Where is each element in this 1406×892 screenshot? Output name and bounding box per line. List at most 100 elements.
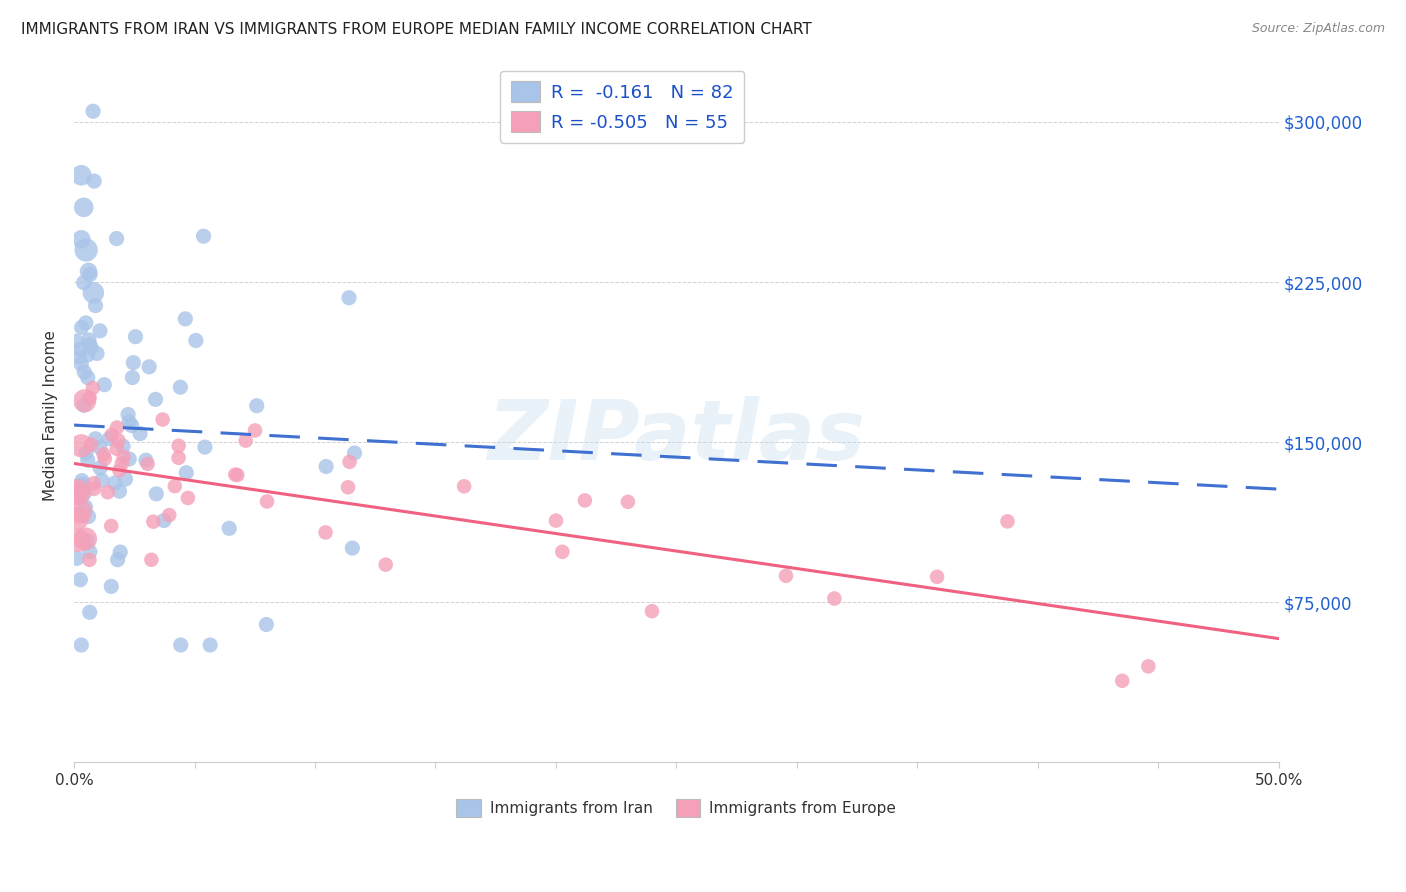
Point — [93, 447, 115, 461]
Point — [69, 505, 91, 519]
Point — [73, 200, 96, 214]
Point — [84, 432, 107, 446]
Point — [66, 551, 89, 566]
Point — [70, 638, 93, 652]
Point — [551, 545, 574, 559]
Point — [194, 440, 217, 454]
Point — [246, 399, 269, 413]
Point — [76, 348, 98, 362]
Point — [997, 514, 1019, 528]
Point — [184, 334, 207, 348]
Point — [70, 232, 93, 246]
Point — [70, 320, 93, 334]
Point — [114, 472, 136, 486]
Point — [67, 487, 90, 501]
Point — [75, 446, 97, 460]
Point — [153, 514, 176, 528]
Point — [83, 174, 105, 188]
Point — [77, 333, 100, 347]
Point — [66, 511, 89, 525]
Point — [82, 104, 104, 119]
Point — [76, 453, 98, 467]
Point — [641, 604, 664, 618]
Point — [157, 508, 180, 522]
Point — [256, 494, 278, 508]
Point — [1111, 673, 1133, 688]
Point — [104, 475, 127, 490]
Point — [73, 365, 96, 379]
Point — [122, 356, 145, 370]
Point — [75, 500, 97, 514]
Point — [129, 426, 152, 441]
Point — [75, 532, 97, 546]
Point — [121, 370, 143, 384]
Point — [111, 457, 134, 471]
Point — [105, 442, 128, 456]
Point — [75, 316, 97, 330]
Point — [75, 243, 97, 257]
Point — [167, 439, 190, 453]
Point — [79, 605, 101, 619]
Point — [89, 461, 111, 475]
Point — [574, 493, 596, 508]
Point — [70, 168, 93, 182]
Point — [1137, 659, 1160, 673]
Point — [343, 446, 366, 460]
Point — [315, 459, 337, 474]
Point — [315, 525, 337, 540]
Point — [82, 381, 104, 395]
Point — [145, 487, 167, 501]
Point — [73, 398, 96, 412]
Point — [152, 412, 174, 426]
Point — [170, 638, 193, 652]
Point — [108, 463, 131, 477]
Point — [142, 515, 165, 529]
Point — [177, 491, 200, 505]
Point — [83, 482, 105, 496]
Point — [90, 473, 112, 487]
Point — [108, 484, 131, 499]
Point — [138, 359, 160, 374]
Point — [169, 380, 191, 394]
Text: IMMIGRANTS FROM IRAN VS IMMIGRANTS FROM EUROPE MEDIAN FAMILY INCOME CORRELATION : IMMIGRANTS FROM IRAN VS IMMIGRANTS FROM … — [21, 22, 811, 37]
Point — [254, 617, 277, 632]
Point — [69, 573, 91, 587]
Point — [235, 434, 257, 448]
Point — [136, 457, 159, 471]
Point — [118, 415, 141, 429]
Point — [453, 479, 475, 493]
Point — [80, 341, 103, 355]
Point — [82, 285, 104, 300]
Point — [89, 324, 111, 338]
Point — [70, 474, 93, 488]
Point — [80, 438, 103, 452]
Point — [544, 514, 567, 528]
Point — [823, 591, 845, 606]
Point — [218, 521, 240, 535]
Point — [97, 485, 120, 500]
Point — [121, 418, 143, 433]
Point — [86, 346, 108, 360]
Point — [174, 466, 197, 480]
Point — [167, 450, 190, 465]
Text: ZIPatlas: ZIPatlas — [488, 396, 865, 477]
Point — [100, 519, 122, 533]
Point — [141, 553, 163, 567]
Point — [89, 440, 111, 454]
Point — [118, 452, 141, 467]
Point — [617, 495, 640, 509]
Point — [107, 434, 129, 448]
Point — [101, 428, 124, 442]
Point — [70, 357, 93, 371]
Point — [135, 453, 157, 467]
Point — [65, 334, 87, 349]
Point — [83, 476, 105, 491]
Point — [67, 533, 90, 548]
Point — [72, 477, 94, 491]
Point — [927, 570, 949, 584]
Point — [374, 558, 396, 572]
Point — [79, 337, 101, 351]
Point — [174, 311, 197, 326]
Point — [73, 486, 96, 500]
Point — [163, 479, 186, 493]
